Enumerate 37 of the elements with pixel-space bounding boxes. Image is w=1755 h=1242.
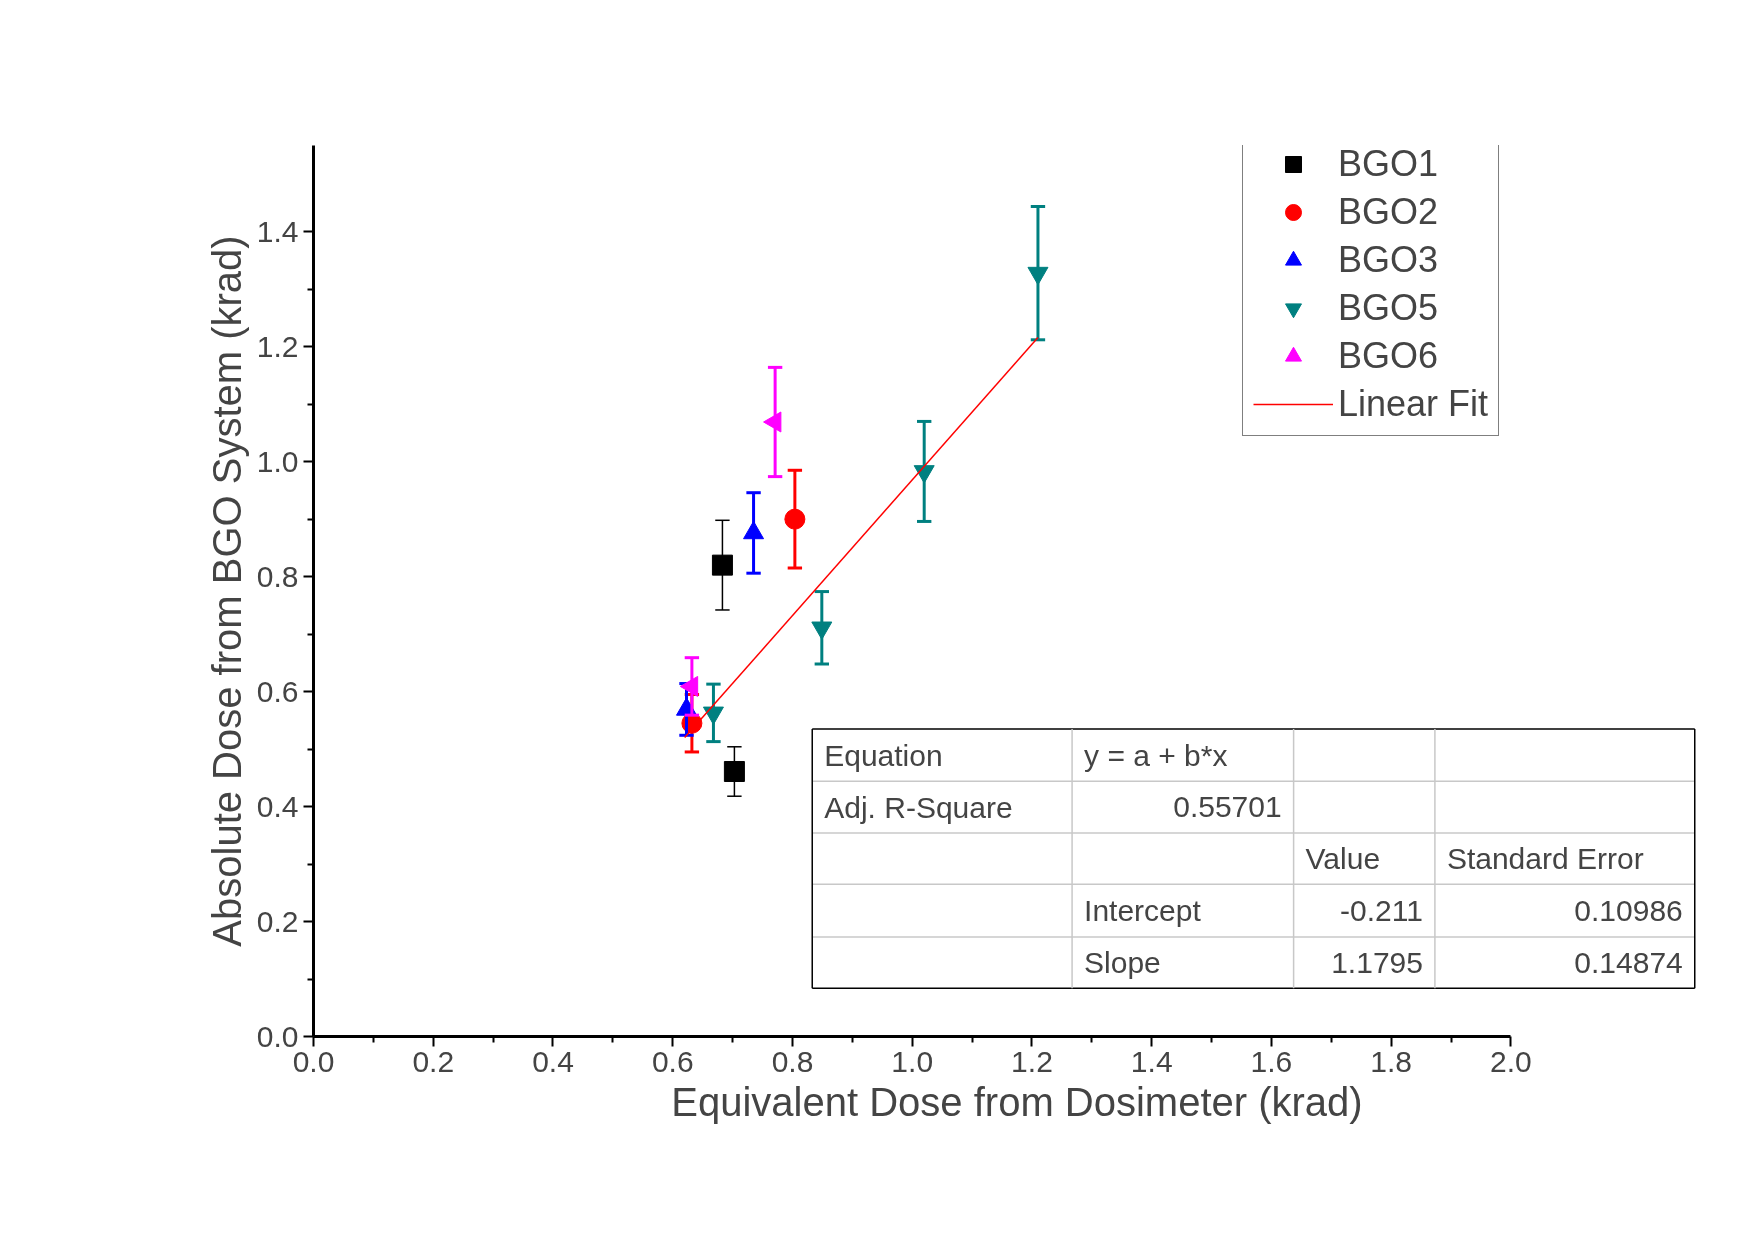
x-tick-label: 1.2 (1011, 1044, 1053, 1078)
annotation: 1.1795 (1331, 945, 1423, 979)
y-axis-title: Absolute Dose from BGO System (krad) (204, 235, 249, 947)
y-tick-label: 0.4 (256, 789, 299, 823)
x-tick-label: 1.6 (1250, 1044, 1293, 1078)
legend-label: BGO3 (1338, 239, 1439, 281)
annotation: 0.55701 (1173, 790, 1282, 824)
text: 0.10986 (1574, 893, 1683, 927)
y-tick-label: 1.0 (256, 444, 299, 478)
text: 0.14874 (1574, 945, 1683, 979)
annotation: Value (1305, 842, 1381, 876)
legend-label: BGO6 (1338, 335, 1439, 377)
annotation: Slope (1084, 946, 1161, 980)
x-tick-label: 0.4 (532, 1044, 574, 1078)
x-tick-label: 1.8 (1370, 1044, 1413, 1078)
y-tick-label: 0.8 (256, 559, 299, 593)
annotation: Adj. R-Square (824, 790, 1013, 824)
x-tick-label: 1.0 (891, 1044, 934, 1078)
y-tick-label: 0.6 (256, 674, 299, 708)
x-tick-label: 0.2 (412, 1044, 455, 1078)
annotation: -0.211 (1340, 893, 1423, 927)
y-tick-label: 1.4 (256, 214, 299, 248)
annotation: Standard Error (1446, 842, 1644, 876)
x-tick-label: 0.8 (771, 1044, 814, 1078)
x-tick-label: 0.6 (651, 1044, 694, 1078)
legend-label: Linear Fit (1338, 383, 1489, 425)
x-axis-title: Equivalent Dose from Dosimeter (krad) (671, 1079, 1363, 1124)
x-tick-label: 2.0 (1490, 1044, 1532, 1078)
legend-label: BGO5 (1338, 287, 1439, 329)
y-tick-label: 1.2 (256, 329, 299, 363)
legend-label: BGO2 (1338, 191, 1439, 233)
x-tick-label: 1.4 (1130, 1044, 1173, 1078)
annotation: Equation (824, 738, 943, 772)
legend-label: BGO1 (1338, 144, 1439, 185)
annotation: Intercept (1084, 894, 1202, 928)
y-tick-label: 0.2 (256, 904, 299, 938)
annotation: y = a + b*x (1084, 738, 1228, 772)
